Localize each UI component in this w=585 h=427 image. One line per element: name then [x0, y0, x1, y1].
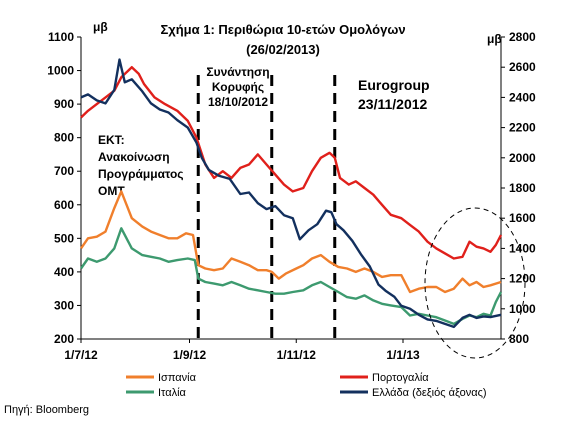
x-axis-tick-label: 1/11/12 — [277, 348, 317, 362]
highlight-ellipse — [424, 207, 526, 359]
left-axis-tick-label: 300 — [54, 298, 74, 312]
event-label: 23/11/2012 — [358, 96, 428, 112]
left-unit-label: μβ — [93, 20, 108, 34]
event-label: Συνάντηση — [206, 65, 269, 79]
right-axis-tick-label: 1800 — [509, 181, 536, 195]
event-label: OMT — [98, 184, 125, 198]
right-axis-tick-label: 800 — [509, 332, 529, 346]
event-label: Προγράμματος — [98, 167, 184, 181]
legend-entry: Ιταλία — [158, 387, 187, 399]
right-axis-tick-label: 2200 — [509, 121, 536, 135]
x-axis-tick-label: 1/7/12 — [64, 348, 98, 362]
event-label: Κορυφής — [212, 80, 264, 94]
right-axis-tick-label: 2000 — [509, 151, 536, 165]
right-axis-tick-label: 2600 — [509, 60, 536, 74]
right-axis-tick-label: 1000 — [509, 302, 536, 316]
x-axis-tick-label: 1/9/12 — [173, 348, 207, 362]
legend-entry: Ελλάδα (δεξιός άξονας) — [372, 387, 487, 399]
left-axis-tick-label: 1100 — [48, 30, 74, 44]
right-axis-tick-label: 1200 — [509, 272, 536, 286]
left-axis-tick-label: 600 — [54, 198, 74, 212]
legend-entry: Ισπανία — [158, 372, 197, 384]
left-axis-tick-label: 700 — [54, 164, 74, 178]
chart-title: Σχήμα 1: Περιθώρια 10-ετών Ομολόγων — [160, 22, 405, 37]
chart-subtitle: (26/02/2013) — [246, 42, 320, 57]
left-axis-tick-label: 400 — [54, 265, 74, 279]
series-line — [80, 58, 502, 329]
left-axis-tick-label: 1000 — [47, 64, 74, 78]
right-unit-label: μβ — [487, 32, 502, 46]
event-label: ΕΚΤ: — [98, 133, 125, 147]
right-axis-tick-label: 2800 — [509, 30, 536, 44]
series-line — [80, 227, 503, 326]
left-axis-tick-label: 900 — [54, 97, 74, 111]
left-axis-tick-label: 500 — [54, 231, 74, 245]
right-axis-tick-label: 1400 — [509, 241, 536, 255]
right-axis-tick-label: 1600 — [509, 211, 536, 225]
series-line — [80, 65, 503, 260]
source-note: Πηγή: Bloomberg — [4, 404, 89, 416]
right-axis-tick-label: 2400 — [509, 90, 536, 104]
event-label: 18/10/2012 — [208, 95, 268, 109]
legend-entry: Πορτογαλία — [372, 372, 429, 384]
x-axis-tick-label: 1/1/13 — [386, 348, 420, 362]
event-label: Eurogroup — [358, 77, 430, 93]
left-axis-tick-label: 200 — [54, 332, 74, 346]
event-label: Ανακοίνωση — [98, 150, 170, 164]
left-axis-tick-label: 800 — [54, 131, 74, 145]
series-line — [80, 190, 502, 294]
